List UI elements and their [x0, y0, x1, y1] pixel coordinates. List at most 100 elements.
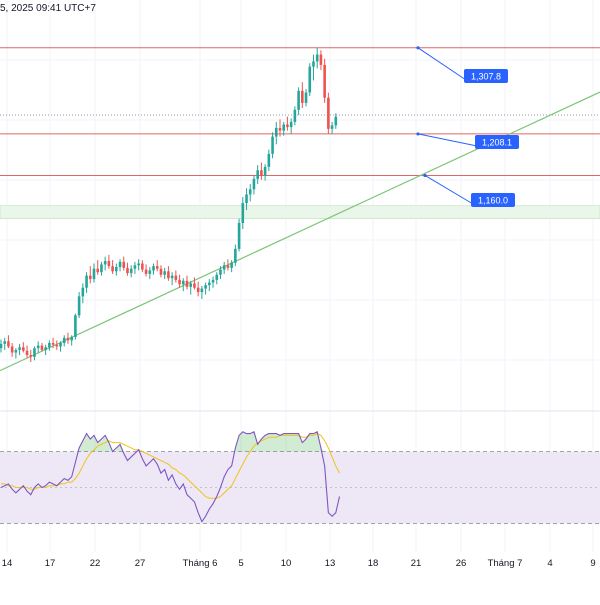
- candle-body: [181, 280, 185, 285]
- candle-body: [252, 178, 256, 190]
- candle-body: [211, 279, 215, 283]
- x-tick-label: 22: [90, 558, 101, 569]
- candle-body: [155, 266, 159, 269]
- candle-body: [245, 194, 248, 204]
- candle-body: [29, 355, 33, 357]
- candle-body: [301, 90, 304, 103]
- level-label: 1,208.1: [482, 138, 512, 148]
- candle-body: [129, 268, 133, 274]
- candle-body: [122, 261, 126, 268]
- candle-body: [51, 343, 55, 345]
- x-tick-label: 14: [2, 558, 13, 569]
- candle-body: [267, 153, 271, 167]
- candle-body: [107, 260, 111, 267]
- candle-body: [189, 283, 193, 287]
- chart-timestamp: 5, 2025 09:41 UTC+7: [0, 3, 96, 14]
- candle-body: [133, 265, 137, 269]
- candle-body: [222, 265, 226, 270]
- candle-body: [282, 124, 286, 131]
- candle-body: [297, 90, 300, 110]
- candle-body: [25, 350, 29, 356]
- candle-body: [66, 337, 70, 341]
- candle-body: [170, 275, 174, 279]
- candle-body: [100, 264, 103, 273]
- candle-body: [111, 266, 114, 272]
- candle-body: [304, 92, 308, 103]
- candle-body: [74, 315, 77, 337]
- candle-body: [293, 109, 297, 122]
- candle-body: [248, 189, 252, 195]
- candle-body: [200, 288, 204, 293]
- x-tick-label: 26: [456, 558, 467, 569]
- level-label: 1,307.8: [471, 72, 501, 82]
- support-zone: [0, 205, 600, 220]
- candle-body: [319, 54, 323, 65]
- x-tick-label: 5: [238, 558, 243, 569]
- candle-body: [77, 296, 81, 316]
- level-arrow: [424, 175, 474, 205]
- candle-body: [7, 341, 10, 347]
- candle-body: [144, 269, 148, 274]
- level-label-box: [471, 193, 515, 207]
- candle-body: [92, 268, 96, 280]
- candle-body: [44, 347, 47, 350]
- candle-body: [204, 285, 207, 289]
- candle-body: [14, 349, 18, 353]
- candle-body: [126, 267, 129, 274]
- x-tick-label: 27: [135, 558, 146, 569]
- candle-body: [230, 262, 233, 268]
- candle-body: [234, 248, 237, 263]
- candle-body: [148, 270, 152, 274]
- candle-body: [260, 170, 263, 176]
- candle-body: [96, 268, 100, 273]
- candle-body: [196, 287, 200, 293]
- x-tick-label: 17: [45, 558, 56, 569]
- candle-body: [33, 348, 36, 357]
- level-label-box: [464, 69, 508, 83]
- candle-body: [18, 347, 21, 350]
- x-tick-label: 4: [547, 558, 552, 569]
- candle-body: [115, 267, 118, 272]
- level-label-box: [475, 135, 519, 149]
- level-arrow: [417, 133, 478, 147]
- level-arrow: [417, 47, 467, 81]
- candle-body: [219, 269, 222, 275]
- candle-body: [226, 265, 230, 268]
- candle-body: [3, 341, 7, 344]
- level-label: 1,160.0: [478, 196, 508, 206]
- x-tick-label: 21: [411, 558, 422, 569]
- candle-body: [256, 170, 259, 179]
- candle-body: [185, 280, 189, 287]
- candle-body: [103, 260, 107, 265]
- candle-body: [137, 263, 140, 266]
- candle-body: [22, 347, 25, 351]
- x-tick-label: Tháng 6: [183, 558, 218, 569]
- candle-body: [152, 266, 155, 271]
- candle-body: [174, 275, 178, 280]
- candle-body: [70, 336, 73, 341]
- x-tick-label: 13: [325, 558, 336, 569]
- level-arrow-head: [416, 132, 420, 136]
- candle-body: [159, 268, 163, 275]
- candle-body: [274, 127, 278, 137]
- candle-body: [36, 345, 40, 349]
- candle-body: [289, 121, 293, 128]
- candle-body: [286, 124, 289, 128]
- candle-body: [88, 275, 92, 280]
- candle-body: [62, 337, 66, 343]
- candle-body: [40, 345, 44, 350]
- level-arrow-head: [416, 46, 420, 50]
- x-tick-label: 9: [590, 558, 595, 569]
- candle-body: [85, 275, 88, 288]
- candle-body: [237, 222, 241, 249]
- candle-body: [241, 203, 245, 223]
- rsi-overbought-fill: [79, 431, 325, 452]
- candle-body: [334, 116, 338, 126]
- x-tick-label: 10: [281, 558, 292, 569]
- rsi-line: [0, 431, 341, 523]
- candle-body: [48, 343, 51, 348]
- candle-body: [118, 261, 122, 267]
- candle-body: [278, 127, 282, 131]
